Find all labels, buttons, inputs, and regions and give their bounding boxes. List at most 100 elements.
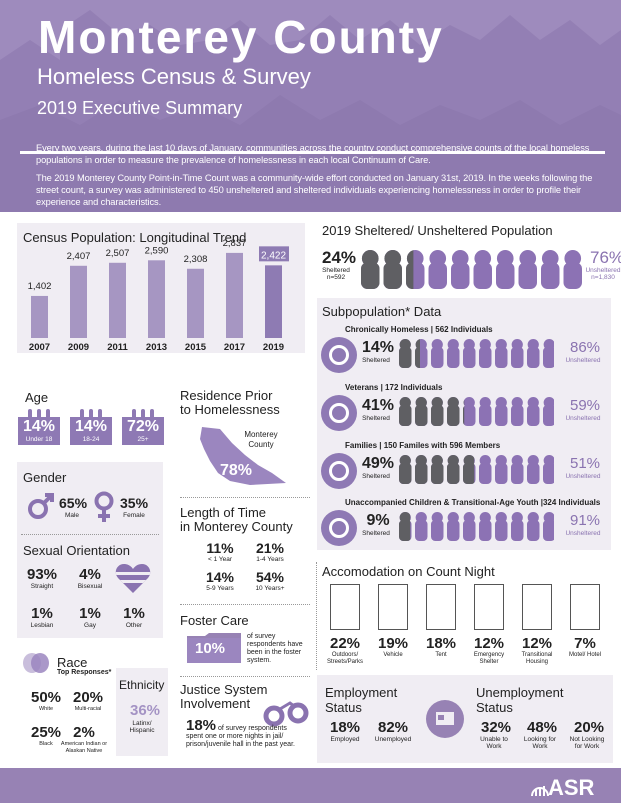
age-title: Age xyxy=(25,390,49,405)
orientation-pct: 4% xyxy=(79,566,101,583)
age-cake-icon: 14% Under 18 xyxy=(18,409,60,445)
race-label: American Indian or Alaskan Native xyxy=(60,741,108,754)
accommodation-pct: 19% xyxy=(377,635,409,652)
person-icon xyxy=(415,512,428,541)
person-icon xyxy=(543,397,554,426)
length-label: 10 Years+ xyxy=(255,585,285,592)
bar-value-label: 2,422 xyxy=(261,250,286,261)
unemployment-title-1: Unemployment xyxy=(476,685,564,700)
accommodation-label: Emergency Shelter xyxy=(473,652,505,665)
candle xyxy=(132,409,136,417)
orientation-title: Sexual Orientation xyxy=(23,543,130,558)
orientation-label: Straight xyxy=(30,583,54,590)
unemployment-pct: 20% xyxy=(573,719,605,736)
person-icon xyxy=(479,512,492,541)
candle xyxy=(80,409,84,417)
subpop-sheltered-label: Sheltered xyxy=(362,415,390,422)
intro-paragraph-1: Every two years, during the last 10 days… xyxy=(36,143,590,165)
census-title: Census Population: Longitudinal Trend xyxy=(23,230,247,245)
person-icon xyxy=(496,250,515,289)
age-pct: 14% xyxy=(22,418,56,435)
candle xyxy=(98,409,102,417)
length-label: < 1 Year xyxy=(207,556,233,563)
accommodation-label: Vehicle xyxy=(383,652,403,658)
person-icon xyxy=(463,455,476,484)
person-icon xyxy=(361,250,380,289)
sheltered-person-chart xyxy=(361,250,582,289)
accommodation-label: Motel/ Hotel xyxy=(568,652,601,658)
subpop-unsheltered-pct: 51% xyxy=(569,455,601,472)
bar-value-label: 1,402 xyxy=(28,281,52,292)
person-icon xyxy=(479,397,492,426)
unsheltered-label: Unsheltered xyxy=(585,267,621,274)
length-pct: 14% xyxy=(205,569,235,585)
ethnicity-label: Latinx/ Hispanic xyxy=(129,720,155,734)
person-icon xyxy=(479,455,492,484)
bar-value-label: 2,308 xyxy=(184,254,208,265)
unemployment-label: Unable to Work xyxy=(480,736,508,750)
residence-pct: 78% xyxy=(220,462,253,479)
subpop-row-title: Chronically Homeless | 562 Individuals xyxy=(345,325,493,334)
person-icon xyxy=(479,339,492,368)
unemployment-label: Not Looking for Work xyxy=(569,736,605,750)
person-icon xyxy=(463,397,476,426)
accommodation-label: Outdoors/ Streets/Parks xyxy=(326,652,363,665)
divider xyxy=(21,534,159,535)
foster-pct: 10% xyxy=(195,640,226,657)
employment-panel: Employment Status Unemployment Status 18… xyxy=(317,675,613,763)
candle xyxy=(37,409,41,417)
residence-title-1: Residence Prior xyxy=(180,388,273,403)
census-bar-chart: 1,402 2007 2,407 2009 2,507 2011 2,590 2013 2,30… xyxy=(28,238,289,353)
person-icon xyxy=(495,339,508,368)
person-icon xyxy=(527,512,540,541)
employment-label: Employed xyxy=(330,736,360,743)
age-label: 25+ xyxy=(137,436,149,443)
male-label: Male xyxy=(64,512,80,519)
person-icon xyxy=(527,397,540,426)
vehicle-icon xyxy=(378,584,408,630)
orientation-label: Gay xyxy=(84,622,96,629)
age-label: Under 18 xyxy=(25,436,53,443)
divider xyxy=(180,676,310,677)
person-icon xyxy=(447,512,460,541)
residence-title: Residence Prior to Homelessness xyxy=(180,389,280,417)
orientation-label: Other xyxy=(125,622,143,629)
x-tick-label: 2017 xyxy=(224,342,245,353)
stopwatch-icon xyxy=(321,337,357,373)
employment-title-1: Employment xyxy=(325,685,398,700)
length-pct: 21% xyxy=(255,540,285,556)
subpop-sheltered-pct: 9% xyxy=(366,512,390,529)
person-icon xyxy=(399,512,412,541)
person-icon xyxy=(495,397,508,426)
gender-orientation-panel: Gender 65% Male 35% Female Sexual Orient… xyxy=(17,462,163,638)
bar-value-label: 2,837 xyxy=(223,238,247,249)
race-label: Multi-racial xyxy=(74,706,102,712)
subpop-unsheltered-pct: 59% xyxy=(569,397,601,414)
person-icon xyxy=(431,339,444,368)
race-subtitle: Top Responses* xyxy=(57,669,112,676)
subpop-person-chart xyxy=(399,339,554,368)
unemployment-pct: 32% xyxy=(480,719,512,736)
person-icon xyxy=(463,339,476,368)
person-icon xyxy=(399,339,412,368)
subpop-unsheltered-label: Unsheltered xyxy=(565,530,601,537)
bar-2019 xyxy=(265,265,282,338)
footer: ASR xyxy=(0,768,621,803)
residence-title-2: to Homelessness xyxy=(180,402,280,417)
age-cake-icon: 72% 25+ xyxy=(122,409,164,445)
candle xyxy=(141,409,145,417)
foster-title: Foster Care xyxy=(180,613,249,628)
bar-2007 xyxy=(31,295,48,338)
age-label: 18-24 xyxy=(82,436,100,443)
header: Monterey County Homeless Census & Survey… xyxy=(0,0,621,212)
x-tick-label: 2009 xyxy=(68,342,89,353)
unemployment-pct: 48% xyxy=(526,719,558,736)
shelter-icon xyxy=(474,584,504,630)
x-tick-label: 2015 xyxy=(185,342,207,353)
employment-pct: 82% xyxy=(377,719,409,736)
person-icon xyxy=(511,512,524,541)
person-icon xyxy=(447,455,460,484)
accommodation-pct: 12% xyxy=(521,635,553,652)
accommodation-pct: 18% xyxy=(425,635,457,652)
age-row: 14% Under 18 14% 18-24 72% 25+ xyxy=(18,407,168,457)
